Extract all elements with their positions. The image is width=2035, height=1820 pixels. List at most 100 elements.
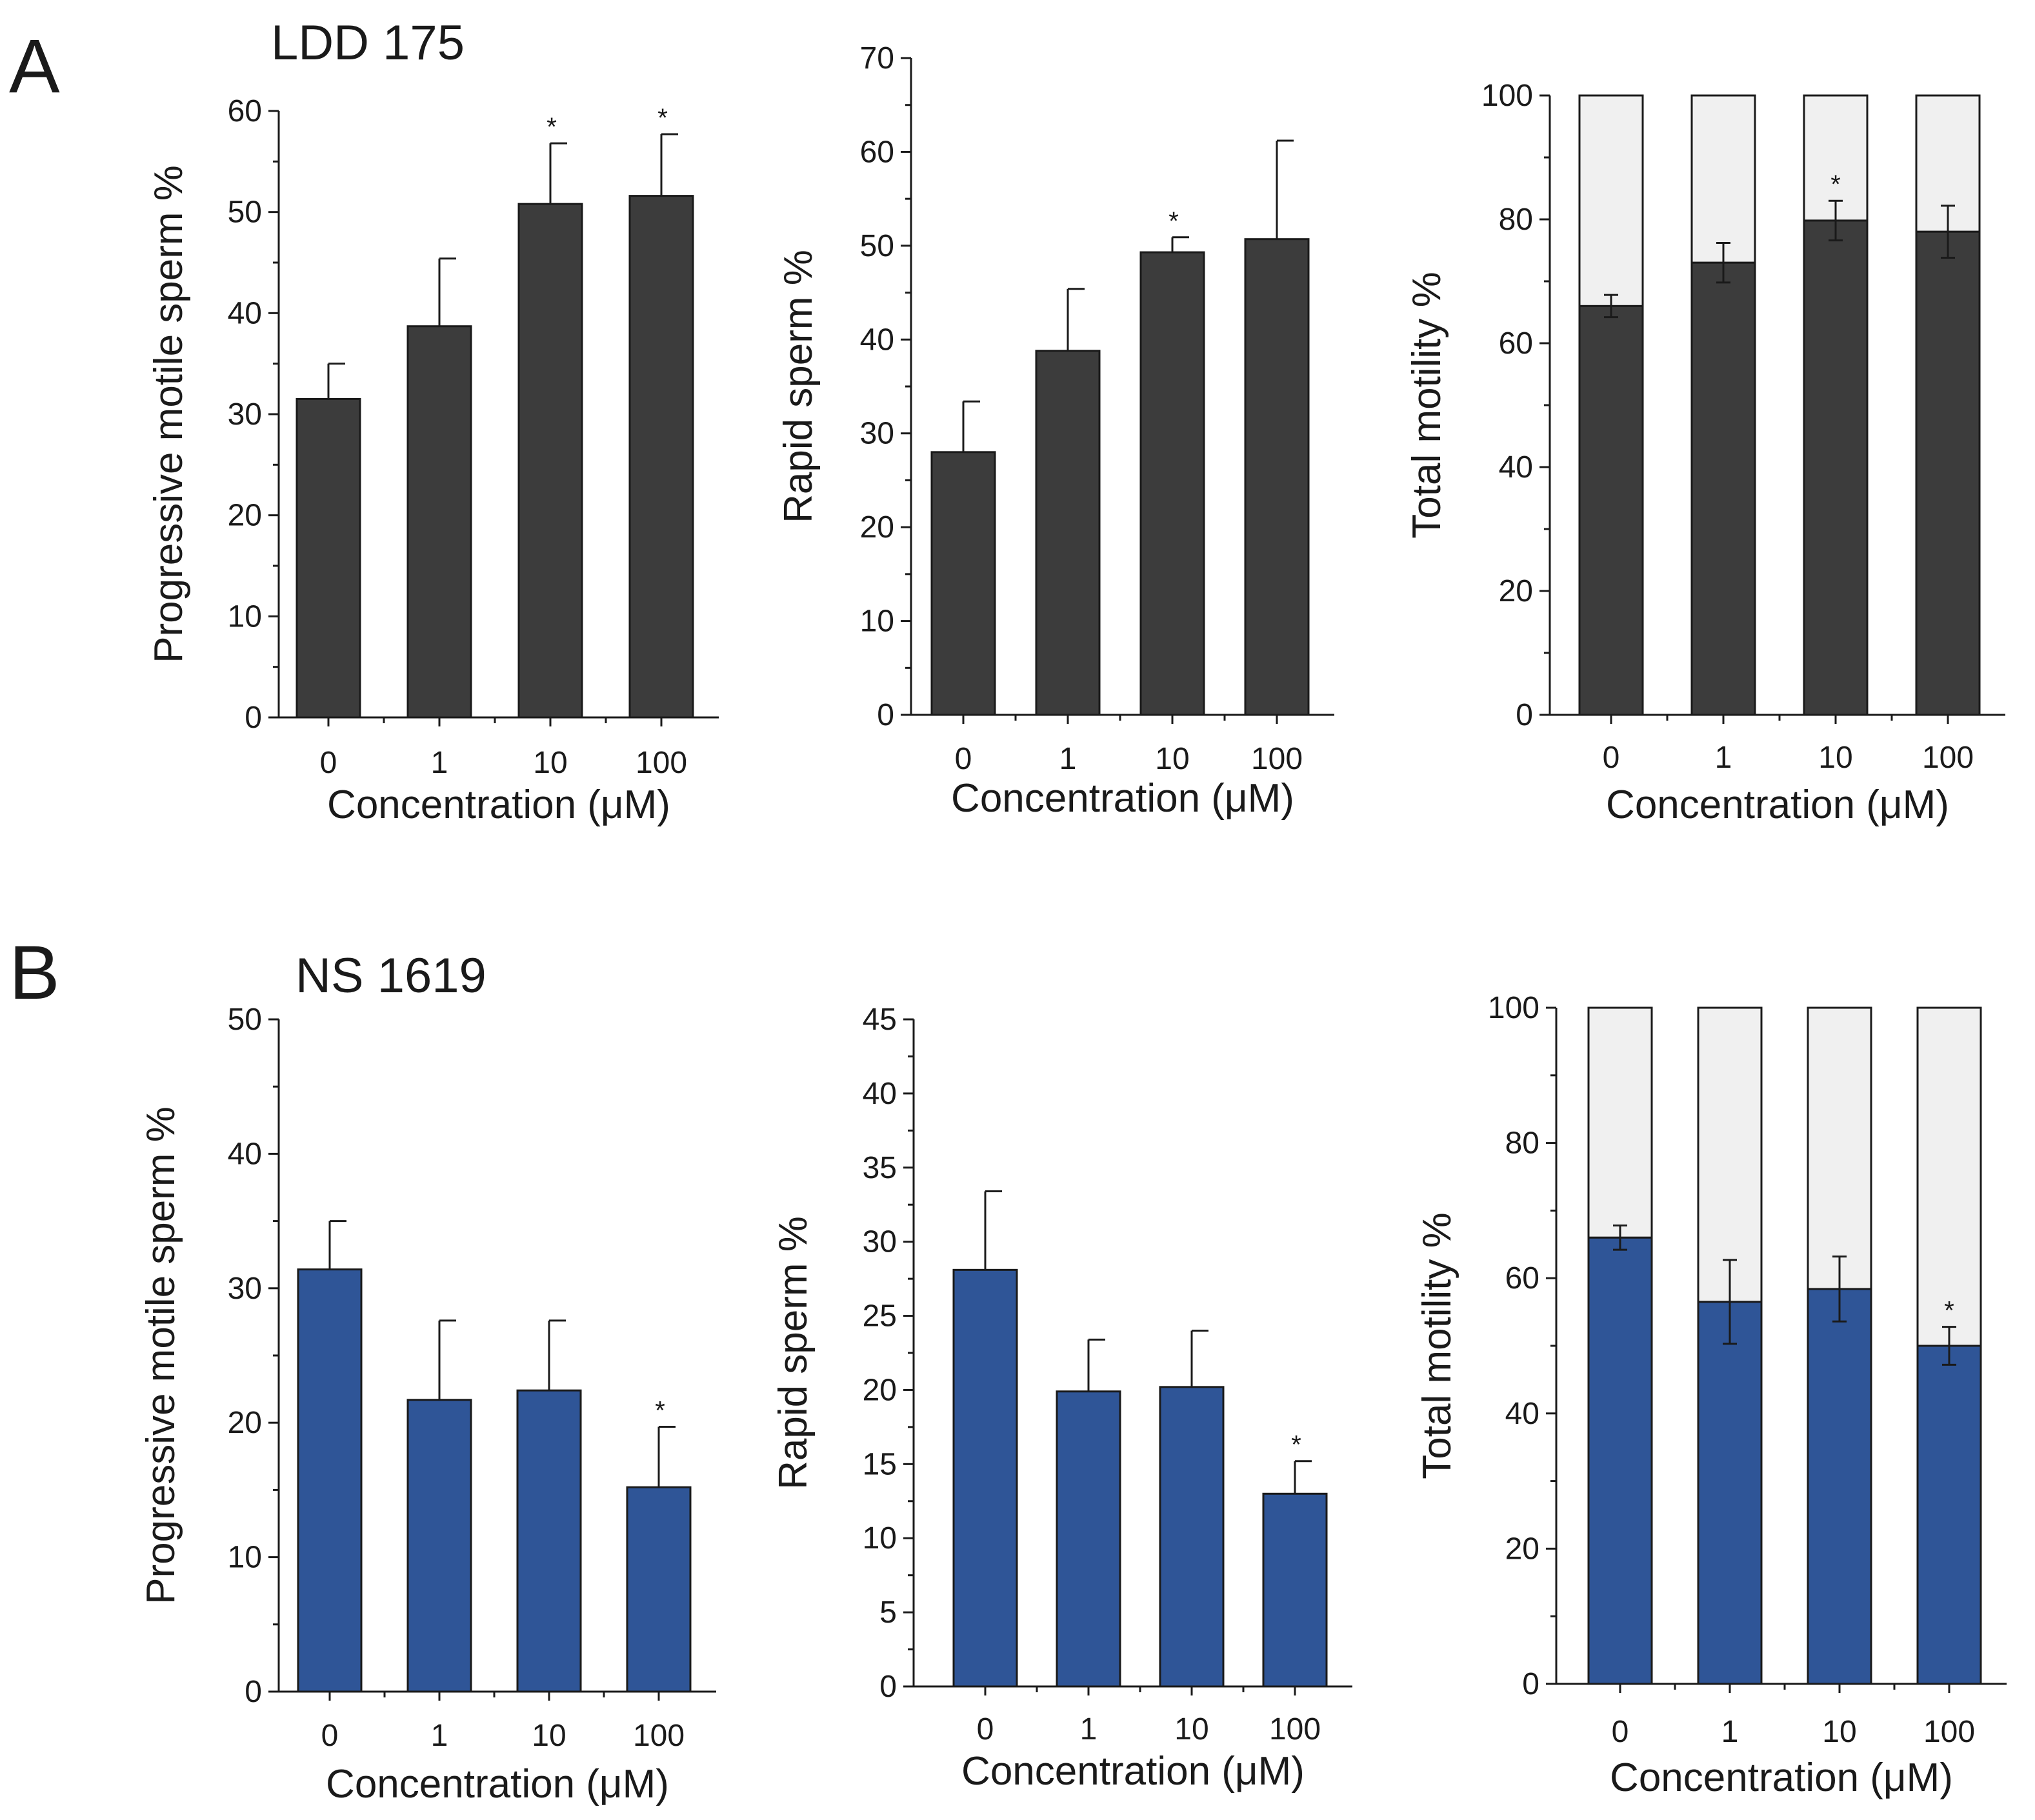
y-tick-label: 40 [228,296,262,330]
x-tick-label: 100 [633,1719,685,1753]
x-tick-label: 100 [636,746,687,780]
bar [1139,251,1205,716]
y-tick-label: 0 [245,701,262,735]
y-tick-label: 10 [863,1521,897,1555]
y-tick-label: 60 [1499,326,1533,361]
y-tick-label: 35 [863,1151,897,1185]
bar [930,451,996,716]
y-axis-label: Rapid sperm % [776,250,821,523]
x-tick-label: 10 [1822,1715,1856,1749]
bar [952,1268,1018,1688]
significance-marker: * [1291,1431,1301,1459]
x-tick-label: 0 [320,746,337,780]
significance-marker: * [1830,170,1841,199]
bar [1803,219,1869,716]
y-tick-label: 0 [245,1675,262,1709]
chart-b-rapid-sperm: 0 5 10 15 20 25 30 35 40 45 0 1 10 * 100Concentration … [771,1003,1352,1794]
y-tick-label: 100 [1481,79,1533,113]
y-tick-label: 20 [228,499,262,533]
y-tick-label: 0 [1516,698,1533,732]
y-tick-label: 50 [860,229,894,263]
bar-remainder [1803,94,1869,222]
y-tick-label: 45 [863,1003,897,1037]
bar-remainder [1807,1006,1872,1290]
y-axis-label: Progressive motile sperm % [146,165,191,663]
bar [628,195,694,719]
x-axis-label: Concentration (μM) [1606,783,1949,827]
x-axis-label: Concentration (μM) [326,1762,669,1806]
chart-b-total-motility: 0 20 40 60 80 100 0 1 10 * 100 Concentration (μM) To… [1415,991,2007,1800]
x-tick-label: 10 [1818,741,1852,775]
x-tick-label: 0 [1603,741,1620,775]
y-tick-label: 40 [863,1077,897,1111]
x-tick-label: 0 [955,742,972,776]
y-tick-label: 15 [863,1447,897,1481]
x-axis-label: Concentration (μM) [327,783,670,827]
bar-remainder [1697,1006,1763,1303]
y-tick-label: 20 [860,510,894,545]
y-axis-label: Rapid sperm % [771,1216,816,1490]
bar [406,1399,472,1693]
y-tick-label: 25 [863,1299,897,1334]
significance-marker: * [655,1396,665,1425]
bar [517,203,583,719]
bar [1578,305,1644,716]
bar [1690,261,1756,716]
bar [1587,1236,1653,1685]
panel-letter-a: A [9,24,60,109]
y-tick-label: 20 [1499,574,1533,608]
y-tick-label: 80 [1499,203,1533,237]
x-tick-label: 10 [1174,1712,1208,1746]
y-axis-label: Progressive motile sperm % [139,1106,183,1605]
y-tick-label: 0 [877,698,894,732]
y-axis-label: Total motility % [1415,1212,1459,1479]
x-tick-label: 0 [321,1719,339,1753]
x-tick-label: 100 [1269,1712,1321,1746]
y-tick-label: 5 [879,1595,897,1630]
y-tick-label: 40 [860,323,894,357]
panel-title-b: NS 1619 [296,948,486,1003]
bar [1244,238,1310,716]
bar [1807,1288,1872,1685]
bar [1035,350,1101,716]
y-axis-label: Total motility % [1405,272,1449,538]
bar-remainder [1690,94,1756,264]
x-tick-label: 1 [431,1719,448,1753]
x-tick-label: 10 [533,746,567,780]
bar [1159,1386,1225,1688]
y-tick-label: 50 [228,195,262,230]
y-tick-label: 40 [228,1137,262,1171]
panel-letter-b: B [9,930,60,1015]
bar [1915,230,1981,716]
y-tick-label: 30 [863,1225,897,1259]
bar [1056,1390,1121,1688]
y-tick-label: 30 [228,397,262,432]
y-tick-label: 20 [863,1373,897,1407]
y-tick-label: 50 [228,1003,262,1037]
x-tick-label: 1 [1715,741,1732,775]
x-tick-label: 100 [1251,742,1303,776]
x-tick-label: 100 [1923,1715,1975,1749]
y-tick-label: 40 [1505,1397,1539,1431]
bar [1697,1301,1763,1685]
x-axis-label: Concentration (μM) [1610,1755,1953,1800]
y-tick-label: 0 [879,1670,897,1704]
y-tick-label: 80 [1505,1126,1539,1161]
x-tick-label: 10 [532,1719,566,1753]
x-tick-label: 0 [1612,1715,1629,1749]
bar [406,325,472,719]
panel-title-a: LDD 175 [271,15,465,70]
y-tick-label: 20 [1505,1532,1539,1566]
significance-marker: * [657,104,668,132]
y-tick-label: 20 [228,1406,262,1440]
y-tick-label: 100 [1488,991,1539,1025]
y-tick-label: 60 [1505,1261,1539,1295]
bar [626,1486,692,1693]
bar [516,1389,582,1693]
y-tick-label: 10 [228,599,262,634]
bar-remainder [1916,1006,1982,1347]
x-tick-label: 1 [1059,742,1077,776]
bar-remainder [1578,94,1644,307]
